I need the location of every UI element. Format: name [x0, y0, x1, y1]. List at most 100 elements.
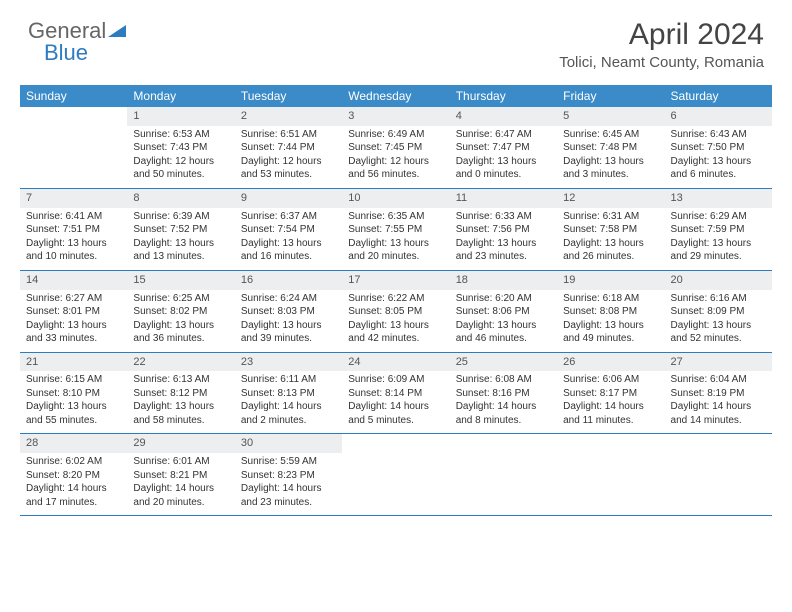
sunrise-text: Sunrise: 6:06 AM: [563, 373, 658, 387]
sunrise-text: Sunrise: 6:29 AM: [671, 210, 766, 224]
daylight-text: Daylight: 13 hours: [348, 319, 443, 333]
sunrise-text: Sunrise: 6:41 AM: [26, 210, 121, 224]
day-cell: Sunrise: 6:09 AMSunset: 8:14 PMDaylight:…: [342, 371, 449, 434]
daylight-text: and 14 minutes.: [671, 414, 766, 428]
daylight-text: and 3 minutes.: [563, 168, 658, 182]
sunset-text: Sunset: 8:17 PM: [563, 387, 658, 401]
daylight-text: and 10 minutes.: [26, 250, 121, 264]
sunset-text: Sunset: 8:23 PM: [241, 469, 336, 483]
sunrise-text: Sunrise: 6:49 AM: [348, 128, 443, 142]
day-cell: Sunrise: 6:06 AMSunset: 8:17 PMDaylight:…: [557, 371, 664, 434]
day-cell: Sunrise: 6:29 AMSunset: 7:59 PMDaylight:…: [665, 208, 772, 271]
title-block: April 2024 Tolici, Neamt County, Romania: [559, 18, 764, 71]
sunrise-text: Sunrise: 6:25 AM: [133, 292, 228, 306]
day-number: 29: [127, 434, 234, 453]
day-number: 8: [127, 188, 234, 207]
daylight-text: and 29 minutes.: [671, 250, 766, 264]
day-cell: Sunrise: 6:02 AMSunset: 8:20 PMDaylight:…: [20, 453, 127, 516]
sunset-text: Sunset: 8:12 PM: [133, 387, 228, 401]
daylight-text: and 55 minutes.: [26, 414, 121, 428]
day-number: 6: [665, 107, 772, 126]
daylight-text: and 2 minutes.: [241, 414, 336, 428]
day-cell: Sunrise: 6:41 AMSunset: 7:51 PMDaylight:…: [20, 208, 127, 271]
daylight-text: Daylight: 13 hours: [563, 319, 658, 333]
weekday-header-row: Sunday Monday Tuesday Wednesday Thursday…: [20, 85, 772, 107]
sunrise-text: Sunrise: 6:08 AM: [456, 373, 551, 387]
day-number: [665, 434, 772, 453]
daylight-text: Daylight: 13 hours: [456, 319, 551, 333]
day-cell: Sunrise: 6:49 AMSunset: 7:45 PMDaylight:…: [342, 126, 449, 189]
sunset-text: Sunset: 7:45 PM: [348, 141, 443, 155]
content-row: Sunrise: 6:41 AMSunset: 7:51 PM Daylight:…: [20, 208, 772, 271]
logo-text-blue: Blue: [44, 40, 88, 66]
day-number: 15: [127, 270, 234, 289]
daylight-text: Daylight: 13 hours: [133, 319, 228, 333]
sunrise-text: Sunrise: 6:16 AM: [671, 292, 766, 306]
day-number: 2: [235, 107, 342, 126]
sunset-text: Sunset: 7:47 PM: [456, 141, 551, 155]
calendar-table: Sunday Monday Tuesday Wednesday Thursday…: [20, 85, 772, 516]
sunrise-text: Sunrise: 6:18 AM: [563, 292, 658, 306]
daynum-row: 14151617181920: [20, 270, 772, 289]
day-cell: [342, 453, 449, 516]
sunrise-text: Sunrise: 6:35 AM: [348, 210, 443, 224]
sunset-text: Sunset: 8:01 PM: [26, 305, 121, 319]
weekday-header: Tuesday: [235, 85, 342, 107]
day-cell: Sunrise: 6:20 AMSunset: 8:06 PMDaylight:…: [450, 290, 557, 353]
day-number: 9: [235, 188, 342, 207]
day-cell: Sunrise: 6:39 AMSunset: 7:52 PMDaylight:…: [127, 208, 234, 271]
day-cell: Sunrise: 6:45 AMSunset: 7:48 PMDaylight:…: [557, 126, 664, 189]
sunset-text: Sunset: 8:05 PM: [348, 305, 443, 319]
sunset-text: Sunset: 8:09 PM: [671, 305, 766, 319]
daylight-text: and 11 minutes.: [563, 414, 658, 428]
sunset-text: Sunset: 8:02 PM: [133, 305, 228, 319]
daylight-text: Daylight: 13 hours: [671, 319, 766, 333]
day-number: 26: [557, 352, 664, 371]
daylight-text: Daylight: 13 hours: [456, 237, 551, 251]
day-cell: Sunrise: 6:47 AMSunset: 7:47 PMDaylight:…: [450, 126, 557, 189]
sunset-text: Sunset: 7:48 PM: [563, 141, 658, 155]
sunrise-text: Sunrise: 6:53 AM: [133, 128, 228, 142]
sunset-text: Sunset: 7:50 PM: [671, 141, 766, 155]
day-number: 12: [557, 188, 664, 207]
day-cell: Sunrise: 6:25 AMSunset: 8:02 PMDaylight:…: [127, 290, 234, 353]
day-cell: Sunrise: 6:22 AMSunset: 8:05 PMDaylight:…: [342, 290, 449, 353]
day-number: 3: [342, 107, 449, 126]
month-title: April 2024: [559, 18, 764, 52]
daylight-text: Daylight: 14 hours: [671, 400, 766, 414]
sunset-text: Sunset: 7:58 PM: [563, 223, 658, 237]
day-cell: Sunrise: 6:27 AMSunset: 8:01 PMDaylight:…: [20, 290, 127, 353]
daylight-text: and 52 minutes.: [671, 332, 766, 346]
day-number: 16: [235, 270, 342, 289]
sunset-text: Sunset: 7:51 PM: [26, 223, 121, 237]
daylight-text: and 56 minutes.: [348, 168, 443, 182]
daylight-text: and 53 minutes.: [241, 168, 336, 182]
sunrise-text: Sunrise: 6:39 AM: [133, 210, 228, 224]
daylight-text: and 50 minutes.: [133, 168, 228, 182]
day-cell: Sunrise: 6:31 AMSunset: 7:58 PMDaylight:…: [557, 208, 664, 271]
day-cell: [665, 453, 772, 516]
sunrise-text: Sunrise: 6:11 AM: [241, 373, 336, 387]
day-number: [557, 434, 664, 453]
day-cell: Sunrise: 6:08 AMSunset: 8:16 PMDaylight:…: [450, 371, 557, 434]
sunrise-text: Sunrise: 6:47 AM: [456, 128, 551, 142]
day-cell: Sunrise: 6:35 AMSunset: 7:55 PMDaylight:…: [342, 208, 449, 271]
daylight-text: and 58 minutes.: [133, 414, 228, 428]
day-cell: Sunrise: 6:53 AMSunset: 7:43 PMDaylight:…: [127, 126, 234, 189]
daylight-text: Daylight: 12 hours: [348, 155, 443, 169]
daylight-text: and 26 minutes.: [563, 250, 658, 264]
daylight-text: and 8 minutes.: [456, 414, 551, 428]
day-number: 5: [557, 107, 664, 126]
day-cell: Sunrise: 6:13 AMSunset: 8:12 PMDaylight:…: [127, 371, 234, 434]
daylight-text: Daylight: 13 hours: [133, 400, 228, 414]
daylight-text: and 20 minutes.: [133, 496, 228, 510]
day-number: [20, 107, 127, 126]
sunset-text: Sunset: 8:03 PM: [241, 305, 336, 319]
day-number: 11: [450, 188, 557, 207]
day-cell: Sunrise: 6:18 AMSunset: 8:08 PMDaylight:…: [557, 290, 664, 353]
sunrise-text: Sunrise: 6:45 AM: [563, 128, 658, 142]
sunset-text: Sunset: 8:10 PM: [26, 387, 121, 401]
daylight-text: and 17 minutes.: [26, 496, 121, 510]
daylight-text: Daylight: 12 hours: [133, 155, 228, 169]
sunrise-text: Sunrise: 6:09 AM: [348, 373, 443, 387]
